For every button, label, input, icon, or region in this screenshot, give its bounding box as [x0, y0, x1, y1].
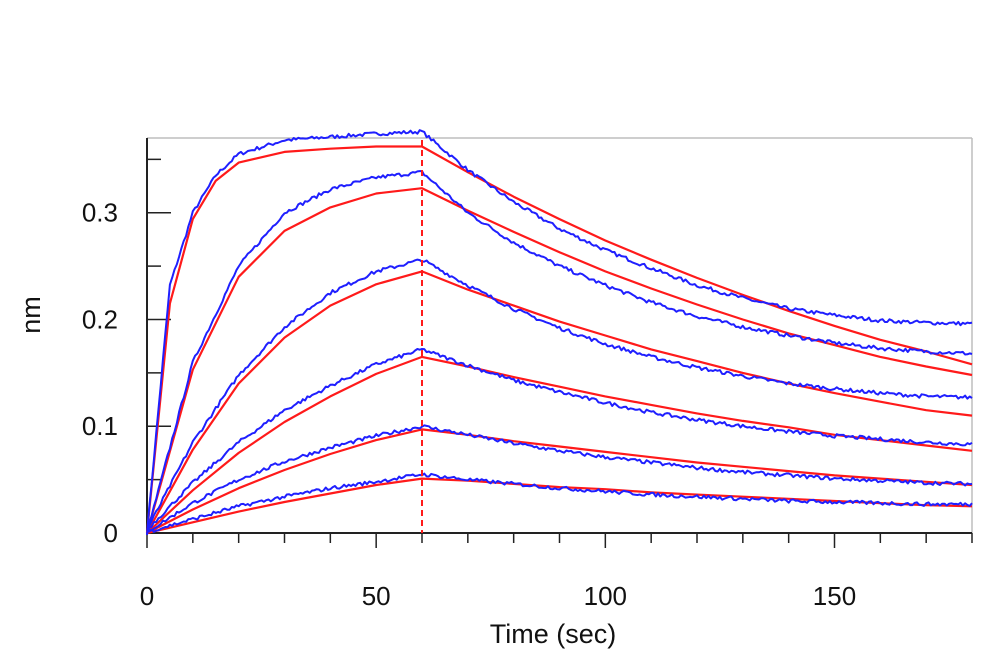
- fit-curve: [146, 428, 973, 534]
- fit-curve: [145, 145, 973, 534]
- fit-curve: [146, 270, 973, 534]
- series-layer: [145, 129, 973, 535]
- y-tick-label: 0: [104, 518, 118, 548]
- plot-frame: [147, 137, 973, 533]
- measured-trace: [146, 348, 973, 531]
- x-axis-title: Time (sec): [490, 619, 617, 649]
- y-tick-label: 0.2: [82, 304, 118, 334]
- x-tick-label: 150: [813, 581, 856, 611]
- x-tick-label: 100: [584, 581, 627, 611]
- fit-curve: [146, 355, 973, 534]
- measured-trace: [146, 472, 973, 533]
- tick-labels: 0 50 100 150 0 0.1 0.2 0.3: [82, 198, 856, 611]
- axes: [146, 138, 973, 548]
- measured-trace: [146, 170, 973, 535]
- fit-curve: [146, 477, 973, 535]
- y-axis-title: nm: [16, 296, 46, 334]
- y-tick-label: 0.3: [82, 198, 118, 228]
- measured-trace: [146, 129, 973, 535]
- x-tick-label: 0: [140, 581, 154, 611]
- measured-trace: [146, 258, 973, 531]
- measured-trace: [146, 424, 973, 532]
- x-tick-label: 50: [362, 581, 391, 611]
- y-tick-label: 0.1: [82, 411, 118, 441]
- fit-curve: [145, 187, 973, 534]
